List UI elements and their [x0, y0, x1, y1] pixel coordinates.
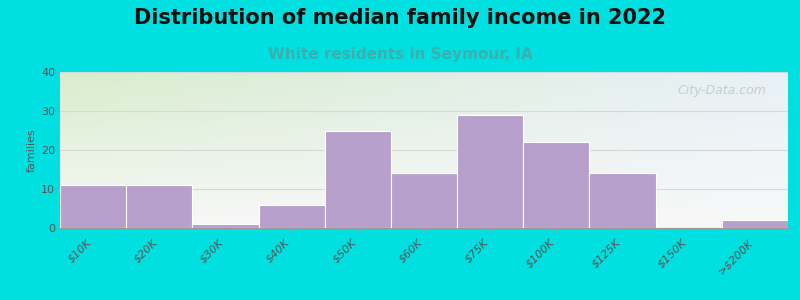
Bar: [523, 142, 590, 228]
Bar: [126, 185, 192, 228]
Y-axis label: families: families: [27, 128, 37, 172]
Bar: [258, 205, 325, 228]
Bar: [590, 173, 656, 228]
Text: Distribution of median family income in 2022: Distribution of median family income in …: [134, 8, 666, 28]
Bar: [60, 185, 126, 228]
Bar: [325, 130, 391, 228]
Bar: [192, 224, 258, 228]
Text: White residents in Seymour, IA: White residents in Seymour, IA: [268, 46, 532, 62]
Bar: [457, 115, 523, 228]
Bar: [722, 220, 788, 228]
Bar: [391, 173, 457, 228]
Text: City-Data.com: City-Data.com: [678, 85, 766, 98]
